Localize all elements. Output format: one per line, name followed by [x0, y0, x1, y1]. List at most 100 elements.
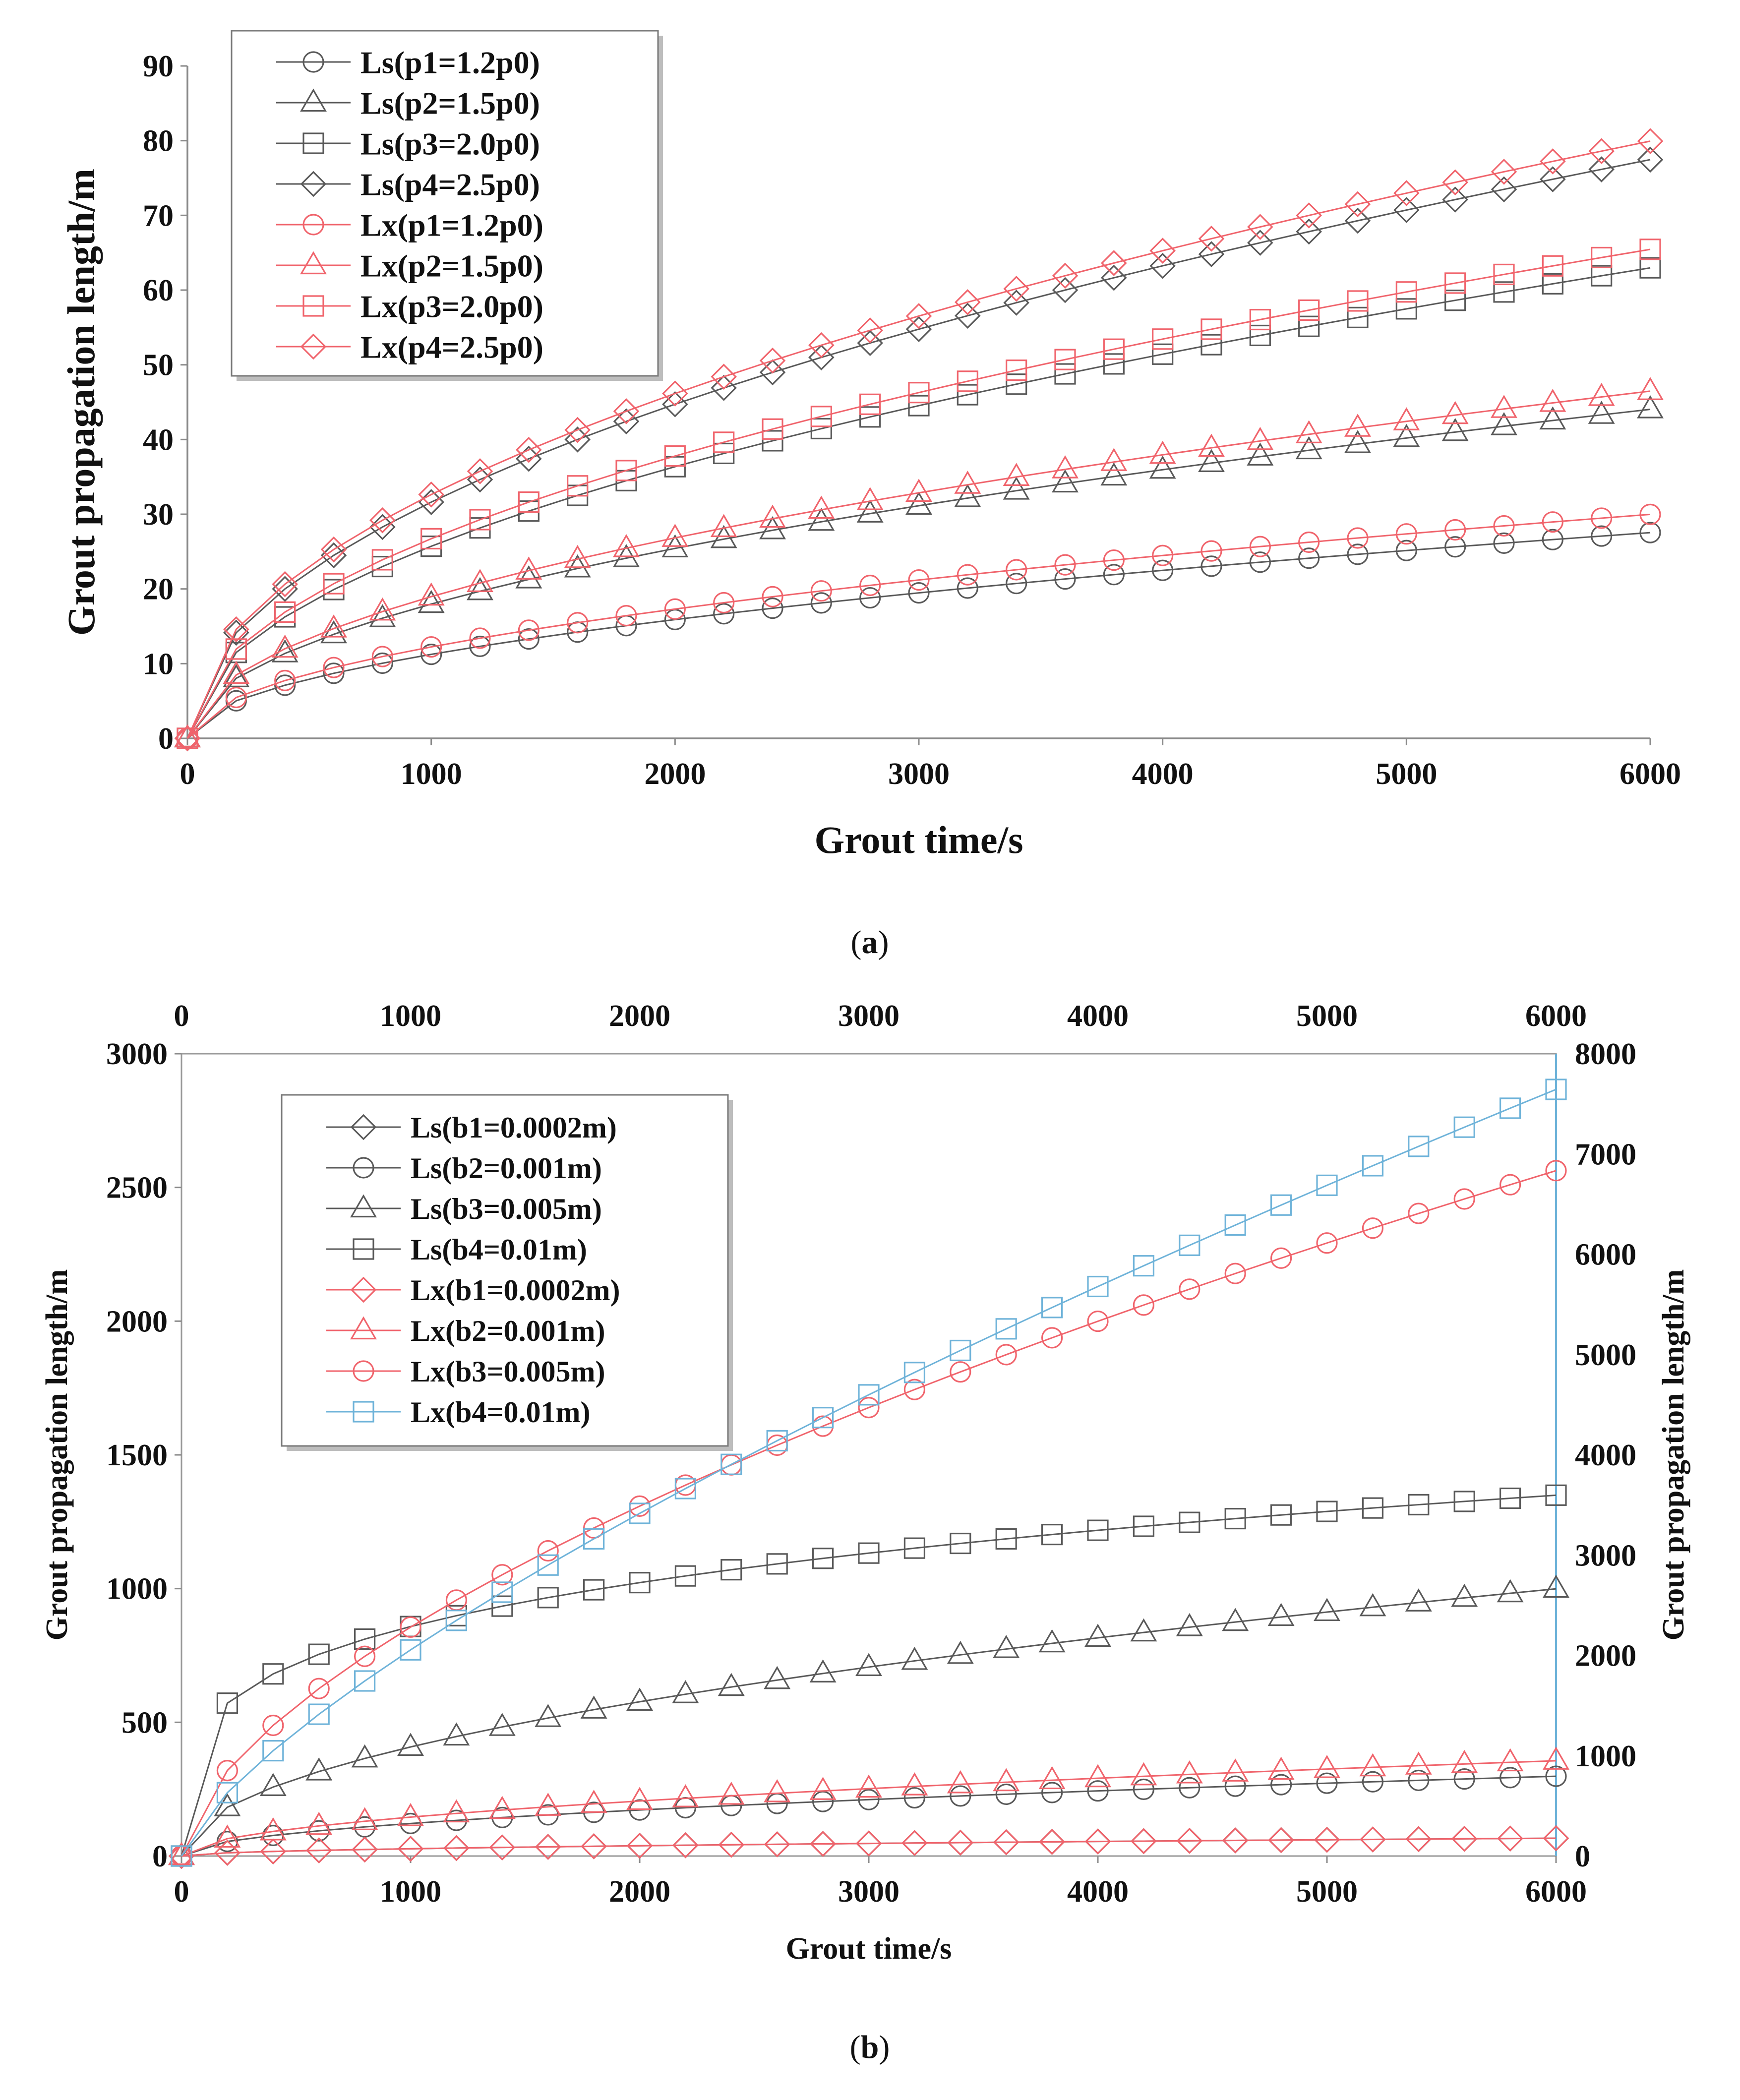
data-point	[420, 644, 442, 665]
data-point	[1405, 1751, 1432, 1775]
data-point	[1347, 527, 1369, 549]
data-point	[947, 1640, 974, 1664]
data-point	[858, 1397, 880, 1419]
data-point	[443, 1835, 470, 1861]
data-point	[259, 1773, 287, 1796]
data-point	[1591, 265, 1613, 287]
data-point	[1130, 1762, 1157, 1786]
data-point	[995, 1783, 1017, 1805]
x2-tick-label: 2000	[609, 999, 670, 1033]
data-point	[354, 1645, 376, 1667]
data-point	[1039, 1829, 1065, 1855]
data-point	[1344, 207, 1371, 234]
data-point	[214, 1824, 241, 1848]
data-point	[1405, 1826, 1432, 1853]
data-point	[1637, 128, 1664, 154]
series-Ls(b2=0.001m)	[171, 1765, 1567, 1867]
legend-marker	[350, 1276, 377, 1303]
data-point	[1497, 1579, 1524, 1603]
data-point	[903, 1787, 926, 1809]
data-point	[1133, 1255, 1154, 1277]
data-point	[1087, 1275, 1109, 1298]
data-point	[168, 1842, 195, 1865]
data-point	[720, 1453, 742, 1475]
x-tick-label: 3000	[888, 757, 950, 791]
legend-marker	[353, 1238, 374, 1260]
data-point	[1222, 1608, 1249, 1631]
y2-tick-label: 1000	[1575, 1740, 1636, 1773]
data-point	[1451, 1826, 1478, 1852]
data-point	[518, 628, 540, 650]
data-point	[672, 1680, 699, 1703]
data-point	[305, 1837, 332, 1863]
data-point	[1500, 1174, 1521, 1196]
data-point	[718, 1673, 745, 1696]
data-point	[174, 724, 201, 748]
data-point	[905, 479, 932, 502]
data-point	[1543, 1825, 1569, 1852]
data-point	[1270, 1504, 1292, 1526]
data-point	[467, 569, 493, 592]
data-point	[1054, 554, 1076, 576]
data-point	[762, 598, 783, 619]
data-point	[1442, 186, 1468, 213]
data-point	[305, 1757, 333, 1781]
data-point	[713, 442, 735, 465]
data-point	[993, 1829, 1020, 1856]
x-tick-label: 0	[174, 1875, 189, 1909]
y-axis-title: Grout propagation length/m	[60, 169, 103, 636]
data-point	[420, 528, 442, 549]
data-point	[1200, 318, 1222, 340]
data-point	[661, 524, 689, 547]
data-point	[1395, 523, 1417, 545]
data-point	[1041, 1782, 1063, 1803]
data-point	[1054, 568, 1076, 590]
y-tick-label: 1000	[106, 1572, 168, 1606]
legend-label: Lx(p3=2.0p0)	[360, 289, 543, 324]
legend-label: Lx(b3=0.005m)	[411, 1355, 605, 1388]
legend-marker	[300, 88, 327, 112]
data-point	[812, 1407, 834, 1429]
data-point	[626, 1832, 653, 1859]
data-point	[1052, 469, 1079, 493]
data-point	[583, 1528, 605, 1550]
data-point	[535, 1793, 562, 1816]
data-point	[855, 1774, 882, 1798]
x-tick-label: 2000	[644, 757, 706, 791]
series-line	[187, 513, 1651, 739]
data-point	[308, 1678, 330, 1699]
data-point	[1179, 1777, 1200, 1799]
series-Lx(p2=1.5p0)	[174, 377, 1664, 748]
data-point	[1442, 169, 1468, 196]
data-point	[1344, 414, 1371, 437]
data-point	[810, 592, 832, 614]
data-point	[711, 363, 737, 390]
data-point	[1200, 334, 1222, 356]
legend-marker	[302, 295, 324, 317]
data-point	[720, 1559, 742, 1581]
data-point	[564, 417, 591, 443]
data-point	[903, 1362, 926, 1383]
data-point	[1100, 462, 1128, 486]
data-point	[1545, 1765, 1567, 1787]
data-point	[1393, 407, 1420, 430]
data-point	[223, 619, 249, 646]
x-tick-label: 6000	[1525, 1875, 1587, 1909]
data-point	[1497, 1825, 1523, 1852]
data-point	[308, 1703, 330, 1725]
y2-tick-label: 6000	[1575, 1238, 1636, 1272]
data-point	[1344, 430, 1371, 453]
data-point	[1298, 315, 1320, 337]
data-point	[274, 601, 296, 623]
data-point	[1249, 536, 1271, 557]
y-tick-label: 2000	[106, 1305, 168, 1338]
data-point	[1103, 353, 1125, 375]
data-point	[1545, 1160, 1567, 1182]
data-point	[1542, 273, 1563, 295]
data-point	[174, 725, 201, 752]
data-point	[323, 573, 345, 595]
data-point	[950, 1532, 971, 1555]
series-line	[186, 140, 1651, 739]
data-point	[855, 1830, 882, 1857]
data-point	[947, 1770, 974, 1794]
